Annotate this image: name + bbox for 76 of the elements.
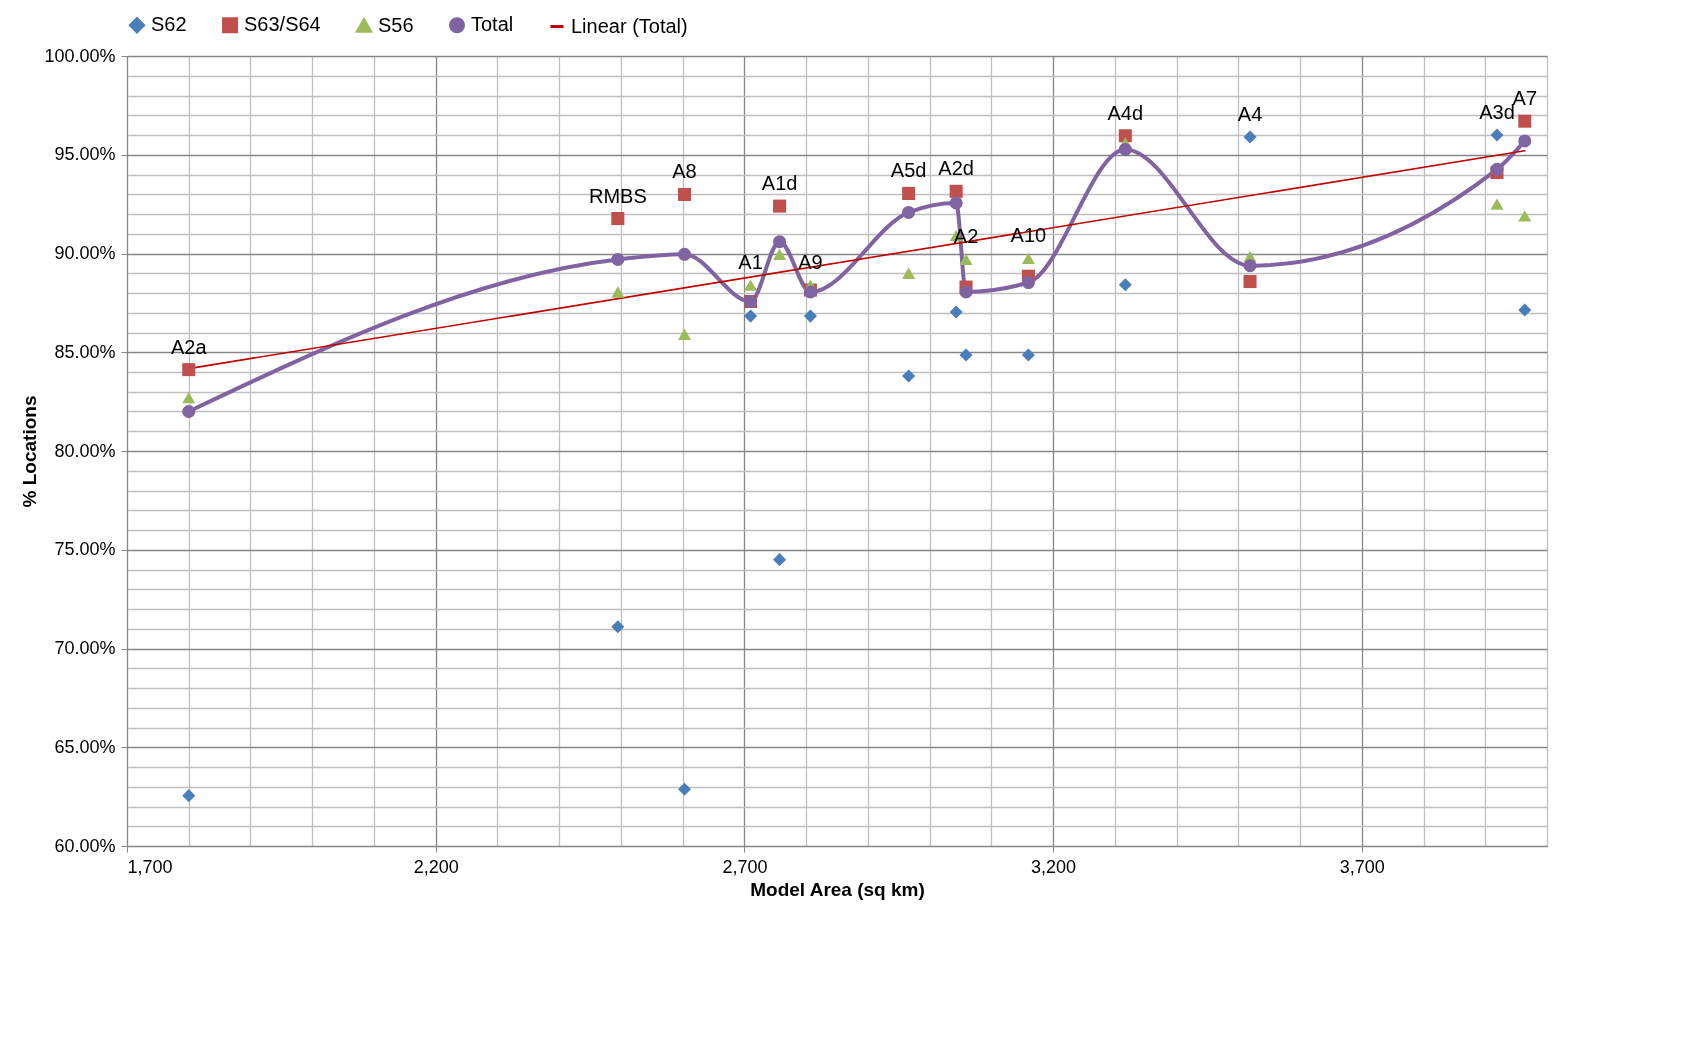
point (949, 305, 963, 319)
point (1490, 162, 1504, 176)
point (744, 279, 758, 291)
point (959, 285, 973, 299)
point (959, 253, 973, 266)
point (959, 348, 973, 362)
point (773, 235, 787, 249)
point (677, 328, 692, 341)
y-tick-label: 60.00% (54, 835, 116, 856)
annotation: A4 (1237, 102, 1263, 125)
point (1243, 275, 1257, 289)
x-tick-label: 3,700 (1339, 856, 1385, 877)
point (182, 363, 196, 377)
legend-label: S63/S64 (244, 13, 321, 36)
point (611, 286, 625, 298)
point (677, 782, 692, 796)
annotation: A2a (170, 335, 208, 358)
x-tick-label: 1,700 (127, 856, 173, 877)
point (182, 392, 196, 404)
x-tick-label: 2,700 (722, 856, 768, 877)
legend-label: Total (471, 13, 514, 36)
point (1518, 134, 1532, 148)
point (902, 267, 916, 279)
point (1490, 128, 1504, 142)
point (1518, 303, 1532, 317)
point (1243, 259, 1257, 273)
annotation: A2d (938, 157, 974, 180)
point (1021, 252, 1035, 265)
point (949, 196, 963, 210)
point (1118, 129, 1132, 143)
y-axis-title: % Locations (19, 395, 41, 508)
y-tick-label: 65.00% (54, 736, 116, 757)
point (611, 620, 625, 634)
point (1518, 114, 1532, 128)
legend-label: S62 (151, 13, 187, 36)
annotation: RMBS (588, 184, 647, 207)
y-tick-label: 75.00% (54, 539, 116, 560)
x-tick-label: 3,200 (1031, 856, 1077, 877)
y-tick-label: 100.00% (44, 45, 116, 66)
point (803, 309, 817, 323)
annotation: A5d (890, 159, 927, 182)
point (1021, 348, 1035, 362)
y-tick-label: 90.00% (54, 243, 116, 263)
point (1518, 210, 1532, 222)
point (1021, 276, 1035, 290)
y-tick-label: 80.00% (54, 440, 116, 461)
x-axis-title: Model Area (sq km) (750, 878, 925, 900)
point (677, 187, 692, 201)
y-tick-label: 85.00% (54, 341, 116, 362)
y-tick-label: 95.00% (54, 144, 116, 165)
point (902, 205, 916, 219)
y-tick-label: 70.00% (54, 638, 116, 658)
annotation: A1 (738, 251, 763, 274)
legend-label: S56 (378, 13, 414, 36)
point (1490, 198, 1504, 210)
point (773, 199, 787, 213)
point (1118, 142, 1132, 156)
point (773, 553, 787, 567)
point (1118, 278, 1132, 292)
annotation: A4d (1107, 101, 1144, 124)
point (1243, 130, 1257, 144)
legend-label: Linear (Total) (571, 14, 688, 37)
annotation: A8 (672, 160, 697, 183)
point (949, 184, 963, 198)
point (744, 309, 758, 323)
point (773, 248, 787, 260)
x-tick-label: 2,200 (413, 856, 459, 877)
point (677, 247, 692, 261)
point (611, 212, 625, 226)
point (902, 369, 916, 383)
point (182, 789, 196, 803)
point (182, 404, 196, 419)
annotation: A2 (953, 225, 979, 248)
point (902, 186, 916, 200)
annotation: A1d (761, 172, 798, 195)
point (611, 252, 625, 266)
